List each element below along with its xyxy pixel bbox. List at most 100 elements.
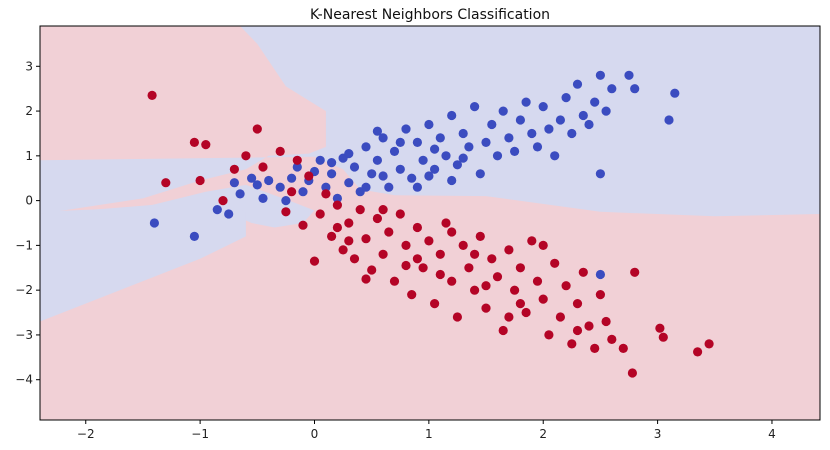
data-point-red [447,227,457,237]
data-point-red [590,343,600,353]
data-point-blue [378,171,388,181]
data-point-red [481,281,491,291]
data-point-red [447,276,457,286]
data-point-red [693,347,703,357]
data-point-red [532,276,543,286]
x-tick-label: 1 [425,427,433,441]
x-tick-label: 0 [311,427,319,441]
data-point-red [555,312,566,322]
data-point-red [627,368,638,378]
data-point-blue [607,84,617,94]
data-point-red [509,285,520,295]
data-point-red [538,294,548,304]
data-point-red [658,332,668,342]
data-point-red [521,307,531,318]
data-point-blue [275,182,285,192]
data-point-red [655,323,665,333]
data-point-blue [435,133,445,143]
data-point-red [595,290,606,300]
data-point-blue [538,102,548,112]
data-point-red [218,196,228,206]
x-tick-label: 4 [768,427,776,441]
data-point-blue [567,128,577,139]
data-point-red [515,299,526,309]
data-point-blue [321,182,331,192]
data-point-red [275,146,285,156]
data-point-red [395,209,405,219]
data-point-blue [412,137,422,147]
data-point-blue [447,110,457,121]
x-tick-label: −1 [191,427,209,441]
data-point-red [704,339,714,349]
data-point-red [189,137,199,147]
data-point-red [601,316,611,327]
data-point-blue [372,155,382,165]
data-point-blue [424,171,434,181]
data-point-red [630,267,640,277]
data-point-blue [361,142,371,152]
data-point-blue [229,178,239,188]
data-point-red [195,175,205,186]
data-point-blue [315,155,325,165]
data-point-blue [458,153,468,163]
data-point-blue [298,187,308,197]
data-point-blue [424,119,434,130]
data-point-red [304,171,314,181]
data-point-blue [630,84,640,94]
data-point-red [424,236,434,246]
data-point-blue [372,126,382,136]
data-point-red [435,249,445,259]
data-point-blue [481,137,491,147]
data-point-blue [235,189,245,199]
data-point-blue [430,164,440,174]
data-point-blue [624,70,634,80]
data-point-red [298,220,308,230]
data-point-red [407,290,417,300]
data-point-blue [470,102,480,112]
data-point-red [367,265,377,275]
data-point-blue [430,144,440,154]
data-point-blue [509,146,520,156]
data-point-red [412,254,422,264]
data-point-blue [504,133,514,143]
data-point-blue [458,128,468,139]
data-point-blue [595,70,606,80]
data-point-red [378,205,388,215]
data-point-blue [327,158,337,168]
data-point-red [458,240,468,250]
data-point-red [504,312,514,322]
chart-title: K-Nearest Neighbors Classification [310,7,550,23]
data-point-blue [258,193,268,203]
data-point-blue [664,115,674,125]
data-point-red [544,330,554,340]
data-point-red [327,231,337,241]
data-point-red [252,124,262,134]
data-point-blue [561,93,571,103]
data-point-blue [401,124,411,134]
data-point-blue [367,169,377,179]
data-point-red [355,205,365,215]
data-point-red [504,245,514,255]
data-point-red [567,339,577,349]
data-point-red [498,325,508,336]
data-point-red [201,140,211,150]
data-point-red [464,263,474,273]
y-tick-label: −1 [15,238,33,252]
data-point-red [515,263,526,273]
plot-frame [39,25,821,421]
data-point-blue [441,151,451,161]
data-point-blue [252,180,262,190]
data-point-blue [412,182,422,192]
y-tick-label: 2 [25,104,33,118]
data-point-blue [595,169,606,179]
data-point-blue [418,155,428,165]
axes: −2 −1 0 1 2 3 4 −4 −3 −2 −1 0 1 2 3 [15,25,821,441]
data-point-blue [475,169,485,179]
data-point-red [561,281,571,291]
data-point-red [572,325,583,336]
data-point-red [618,343,628,353]
data-point-blue [452,160,462,170]
data-point-red [389,276,400,286]
